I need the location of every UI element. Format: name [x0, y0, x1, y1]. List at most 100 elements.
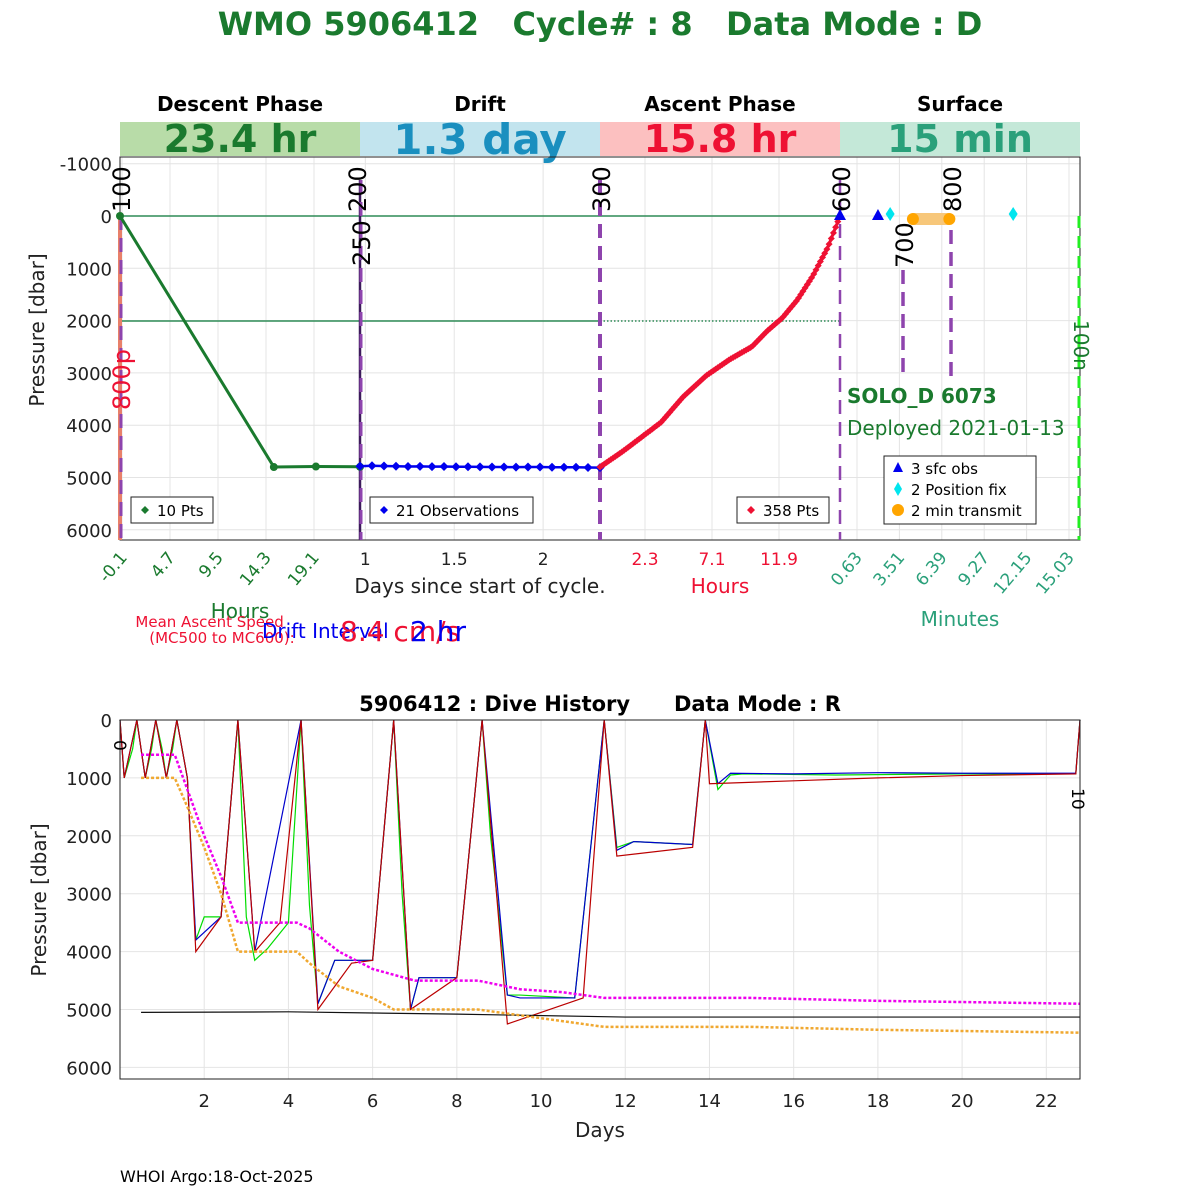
history-chart-frame	[119, 719, 1081, 1080]
history-y-tick-label: 0	[101, 711, 112, 732]
surface-x-axis-label: Minutes	[921, 607, 1000, 631]
mean-ascent-value: 8.4 cm/s	[340, 615, 460, 648]
marker-label-600: 600	[828, 166, 856, 212]
history-series-line-5	[141, 753, 1081, 1005]
surface-x-tick-label: 6.39	[912, 548, 952, 590]
history-x-tick-label: 6	[367, 1091, 378, 1112]
phase-name-descent: Descent Phase	[157, 92, 323, 116]
history-y-tick-label: 3000	[66, 885, 112, 906]
phase-duration-surface: 15 min	[887, 117, 1033, 161]
ascent-legend-label: 358 Pts	[763, 502, 819, 520]
history-x-tick-label: 8	[451, 1091, 462, 1112]
history-series-line-6	[141, 776, 1081, 1034]
sfc-obs-point	[871, 209, 884, 220]
phase-name-drift: Drift	[454, 92, 506, 116]
ascent-legend: 358 Pts	[736, 496, 830, 524]
cycle-y-tick-label: 5000	[66, 469, 112, 490]
ascent-point	[823, 245, 831, 253]
drift-point	[487, 462, 497, 472]
history-x-tick-label: 22	[1035, 1091, 1058, 1112]
sfc-obs-legend-label: 3 sfc obs	[911, 460, 978, 478]
descent-point	[116, 212, 124, 220]
descent-point	[311, 462, 320, 471]
ascent-point	[829, 229, 837, 237]
drift-interval-label: Drift Interval	[262, 619, 389, 643]
phase-band-surface	[840, 122, 1080, 156]
deployment-date: Deployed 2021-01-13	[847, 416, 1065, 440]
history-x-tick-label: 20	[951, 1091, 974, 1112]
phase-band-descent	[120, 122, 360, 156]
cycle-y-ticks: -1000 0 1000 2000 3000 4000 5000 6000	[60, 155, 112, 542]
surface-series	[834, 207, 1018, 225]
descent-x-tick-label: -0.1	[95, 548, 132, 586]
phase-duration-descent: 23.4 hr	[164, 117, 317, 161]
marker-label-800: 800	[939, 166, 967, 212]
transmit-start-point	[906, 213, 919, 225]
phase-duration-drift: 1.3 day	[393, 115, 567, 164]
drift-series	[355, 461, 605, 473]
cycle-y-axis-label: Pressure [dbar]	[25, 253, 49, 406]
transmit-legend-marker	[892, 504, 904, 516]
descent-x-axis-label: Hours	[211, 599, 270, 623]
history-ticks: 2 4 6 8 10 12 14 16 18 20 22 0 1000 2000 3000 4000 5000 6…	[66, 711, 1058, 1112]
park-pressure-label: 800p	[108, 349, 136, 410]
cycle-y-tick-label: 6000	[66, 521, 112, 542]
history-y-tick-label: 6000	[66, 1058, 112, 1079]
drift-point	[535, 462, 545, 472]
transmit-end-point	[943, 213, 956, 225]
history-y-tick-label: 1000	[66, 769, 112, 790]
drift-point	[547, 462, 557, 472]
history-x-tick-label: 16	[782, 1091, 805, 1112]
position-fix-point	[885, 207, 895, 221]
transmit-window-bar	[912, 213, 950, 225]
drift-point	[403, 462, 413, 472]
cycle-y-tick-label: 0	[101, 207, 112, 228]
descent-x-tick-label: 4.7	[147, 548, 180, 582]
position-fix-legend-label: 2 Position fix	[911, 481, 1007, 499]
history-chart-title: 5906412 : Dive History Data Mode : R	[359, 692, 841, 716]
history-y-tick-label: 4000	[66, 943, 112, 964]
history-x-tick-label: 2	[198, 1091, 209, 1112]
drift-point	[427, 462, 437, 472]
history-x-tick-label: 18	[866, 1091, 889, 1112]
ascent-x-axis-label: Hours	[691, 574, 750, 598]
marker-label-100: 100	[108, 166, 136, 212]
ascent-point	[832, 223, 840, 231]
phase-name-ascent: Ascent Phase	[644, 92, 795, 116]
history-first-cycle-label: 0	[109, 740, 129, 751]
drift-point	[583, 462, 593, 472]
drift-point	[559, 462, 569, 472]
drift-point	[499, 462, 509, 472]
marker-label-300: 300	[588, 166, 616, 212]
descent-legend: 10 Pts	[130, 496, 214, 524]
surface-legend: 3 sfc obs 2 Position fix 2 min transmit	[883, 455, 1037, 525]
history-chart: 5906412 : Dive History Data Mode : R 2 4 6…	[27, 692, 1087, 1142]
history-x-tick-label: 12	[614, 1091, 637, 1112]
phase-duration-ascent: 15.8 hr	[644, 117, 797, 161]
descent-legend-label: 10 Pts	[157, 502, 204, 520]
float-name: SOLO_D 6073	[847, 384, 997, 408]
cycle-y-tick-label: 1000	[66, 259, 112, 280]
cycle-chart: -1000 0 1000 2000 3000 4000 5000 6000 Pressure …	[25, 155, 1093, 648]
footer-credit: WHOI Argo:18-Oct-2025	[120, 1167, 314, 1186]
descent-x-tick-label: 19.1	[284, 548, 324, 590]
sfc-obs-point	[834, 209, 846, 220]
cycle-y-tick-label: 3000	[66, 364, 112, 385]
transmit-legend-label: 2 min transmit	[911, 502, 1022, 520]
drift-point	[475, 462, 485, 472]
drift-point	[511, 462, 521, 472]
descent-series	[116, 212, 364, 472]
drift-legend-label: 21 Observations	[396, 502, 519, 520]
history-series	[119, 719, 1081, 1034]
ascent-x-tick-label: 11.9	[760, 550, 798, 570]
history-y-axis-label: Pressure [dbar]	[27, 823, 51, 976]
drift-x-axis-label: Days since start of cycle.	[354, 574, 605, 598]
surface-x-tick-label: 3.51	[870, 548, 910, 590]
phase-band-drift	[360, 122, 600, 156]
history-x-tick-label: 10	[530, 1091, 553, 1112]
history-x-tick-label: 14	[698, 1091, 721, 1112]
phase-band-ascent	[600, 122, 840, 156]
drift-point	[523, 462, 533, 472]
position-fix-point	[1008, 207, 1018, 221]
drift-legend: 21 Observations	[369, 496, 534, 524]
